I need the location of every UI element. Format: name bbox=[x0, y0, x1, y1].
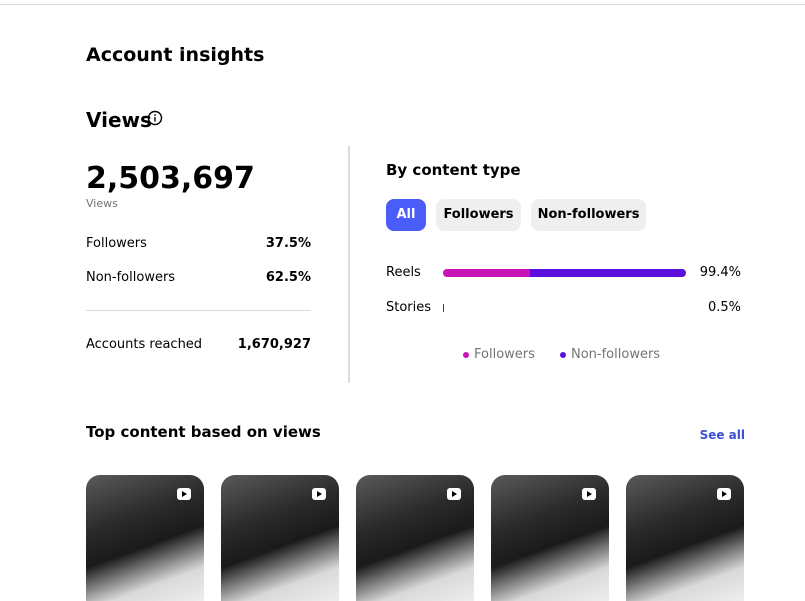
info-icon[interactable] bbox=[147, 110, 163, 126]
reached-value: 1,670,927 bbox=[237, 337, 311, 352]
play-icon bbox=[582, 488, 596, 500]
page-title: Account insights bbox=[86, 44, 265, 66]
play-icon bbox=[717, 488, 731, 500]
top-border bbox=[0, 4, 805, 5]
content-row-value: 99.4% bbox=[699, 265, 741, 280]
legend-dot bbox=[560, 352, 566, 358]
bar-segment bbox=[529, 269, 686, 277]
filter-tab[interactable]: Followers bbox=[436, 199, 521, 231]
views-row-value: 62.5% bbox=[265, 270, 311, 285]
play-icon bbox=[177, 488, 191, 500]
legend-label: Followers bbox=[474, 347, 535, 362]
content-row-label: Stories bbox=[386, 300, 432, 315]
legend-label: Non-followers bbox=[571, 347, 661, 362]
legend-dot bbox=[463, 352, 469, 358]
filter-tab[interactable]: All bbox=[386, 199, 426, 231]
play-icon bbox=[447, 488, 461, 500]
content-row-value: 0.5% bbox=[707, 300, 741, 315]
bar-segment bbox=[443, 304, 445, 312]
bar-segment bbox=[443, 269, 530, 277]
bar-track bbox=[443, 304, 687, 312]
content-thumbnail[interactable] bbox=[221, 475, 339, 601]
content-type-title: By content type bbox=[386, 161, 521, 179]
content-thumbnail[interactable] bbox=[626, 475, 744, 601]
content-thumbnail[interactable] bbox=[356, 475, 474, 601]
views-total-label: Views bbox=[86, 197, 118, 210]
content-row-label: Reels bbox=[386, 265, 421, 280]
see-all-link[interactable]: See all bbox=[699, 428, 745, 442]
bar-track bbox=[443, 269, 687, 277]
reached-label: Accounts reached bbox=[86, 337, 203, 352]
content-thumbnail[interactable] bbox=[86, 475, 204, 601]
content-thumbnail[interactable] bbox=[491, 475, 609, 601]
views-row-label: Non-followers bbox=[86, 270, 176, 285]
views-row-value: 37.5% bbox=[265, 236, 311, 251]
top-content-title: Top content based on views bbox=[86, 423, 321, 441]
views-total: 2,503,697 bbox=[86, 161, 255, 196]
vertical-divider bbox=[348, 146, 350, 383]
filter-tab[interactable]: Non-followers bbox=[531, 199, 646, 231]
views-row-label: Followers bbox=[86, 236, 147, 251]
play-icon bbox=[312, 488, 326, 500]
divider bbox=[86, 310, 311, 311]
views-title: Views bbox=[86, 108, 152, 132]
